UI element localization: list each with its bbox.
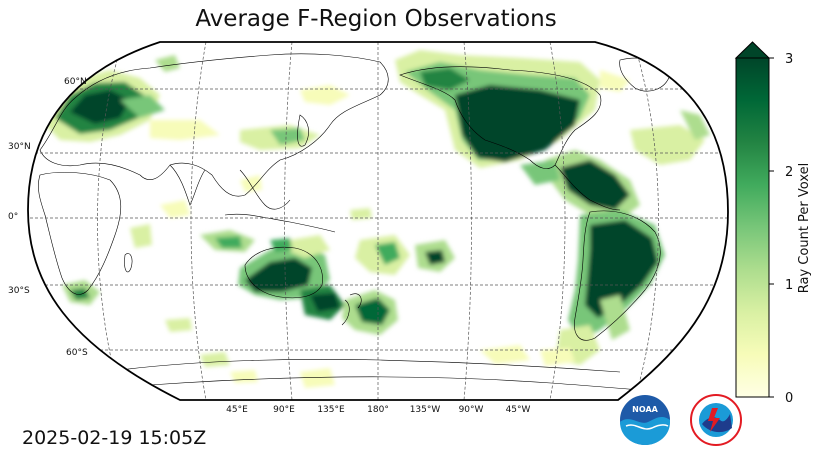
colorbar-tick-2: 2	[785, 165, 793, 180]
observation-heatmap	[40, 50, 710, 388]
map-outline	[27, 41, 729, 401]
lat-label-30s: 30°S	[8, 286, 30, 296]
timestamp: 2025-02-19 15:05Z	[22, 427, 207, 449]
lat-label-30n: 30°N	[8, 142, 31, 152]
lat-label-60n: 60°N	[64, 77, 87, 87]
noaa-logo: NOAA	[620, 395, 670, 445]
agency-logos: NOAA	[620, 394, 742, 446]
graticule	[28, 42, 728, 400]
colorbar-extend-arrow	[734, 41, 771, 59]
svg-text:NOAA: NOAA	[632, 405, 658, 414]
lon-label-45w: 45°W	[506, 405, 531, 415]
lon-label-90e: 90°E	[273, 405, 295, 415]
lon-label-135e: 135°E	[317, 405, 345, 415]
colorbar-label: Ray Count Per Voxel	[797, 163, 812, 293]
nws-logo	[690, 394, 742, 446]
colorbar-tick-1: 1	[785, 278, 793, 293]
lon-label-90w: 90°W	[459, 405, 484, 415]
map-title: Average F-Region Observations	[195, 6, 557, 32]
colorbar-scale	[735, 57, 770, 398]
lon-label-135w: 135°W	[410, 405, 441, 415]
lat-label-0: 0°	[8, 212, 18, 222]
colorbar-tick-0: 0	[785, 391, 793, 406]
lon-label-45e: 45°E	[226, 405, 248, 415]
lat-label-60s: 60°S	[66, 348, 88, 358]
colorbar-tick-3: 3	[785, 52, 793, 67]
lon-label-180: 180°	[367, 405, 389, 415]
coastlines	[38, 53, 671, 391]
